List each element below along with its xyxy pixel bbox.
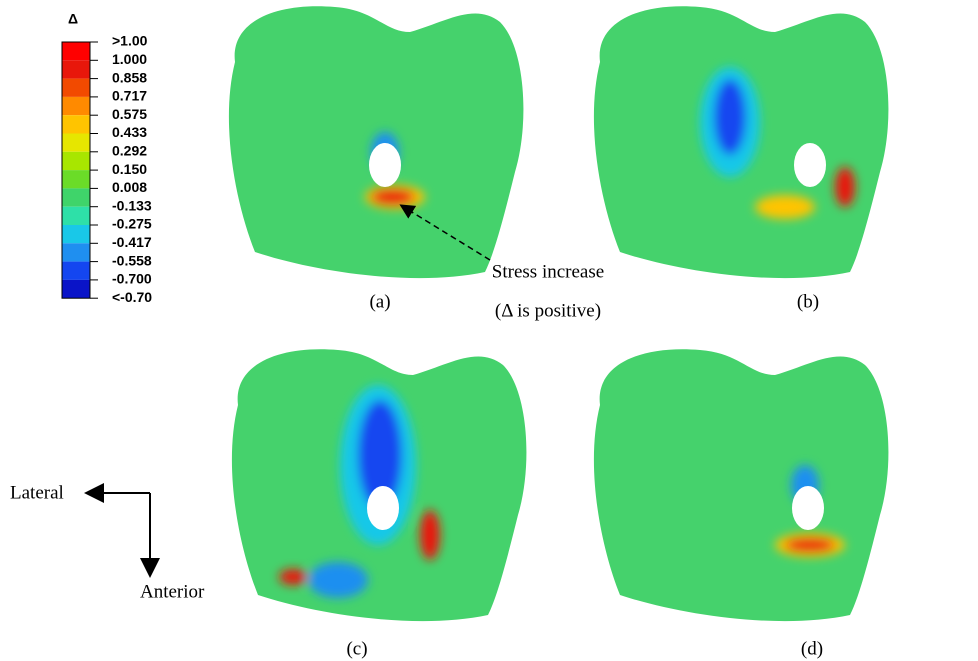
colorbar-segment (62, 60, 90, 78)
colorbar-label: >1.00 (112, 33, 148, 49)
colorbar-label: -0.133 (112, 197, 152, 213)
colorbar-segment (62, 134, 90, 152)
panel-b (594, 6, 889, 278)
colorbar-label: 0.858 (112, 69, 147, 85)
colorbar-segment (62, 115, 90, 133)
colorbar-label: 0.008 (112, 179, 147, 195)
panel-label: (c) (346, 638, 367, 659)
colorbar-segment (62, 42, 90, 60)
legend-title: Δ (68, 11, 78, 27)
colorbar-label: 0.292 (112, 143, 147, 159)
colorbar-label: -0.417 (112, 234, 152, 250)
colorbar-segment (62, 243, 90, 261)
annotation: (Δ is positive) (495, 300, 601, 321)
colorbar-label: 0.717 (112, 88, 147, 104)
colorbar-label: <-0.70 (112, 289, 152, 305)
colorbar-label: 0.575 (112, 106, 147, 122)
panel-c (232, 349, 527, 621)
panel-label: (a) (369, 291, 390, 312)
colorbar-segment (62, 225, 90, 243)
colorbar-segment (62, 97, 90, 115)
annotation: Stress increase (492, 261, 604, 282)
panel-a (229, 6, 524, 278)
colorbar-segment (62, 280, 90, 298)
colorbar-segment (62, 188, 90, 206)
colorbar-label: 0.433 (112, 124, 147, 140)
direction-label: Anterior (140, 581, 205, 602)
colorbar-segment (62, 170, 90, 188)
figure: Δ >1.00 1.000 0.858 0.717 0.575 0.433 0.292 0.1… (0, 0, 978, 661)
colorbar-label: 1.000 (112, 51, 147, 67)
colorbar-segment (62, 152, 90, 170)
panel-label: (d) (801, 638, 823, 659)
panel-label: (b) (797, 291, 819, 312)
panel-d (594, 349, 889, 621)
direction-label: Lateral (10, 482, 64, 503)
colorbar-segment (62, 79, 90, 97)
colorbar-label: 0.150 (112, 161, 147, 177)
colorbar-segment (62, 262, 90, 280)
colorbar-label: -0.275 (112, 216, 152, 232)
colorbar-segment (62, 207, 90, 225)
colorbar-label: -0.558 (112, 252, 152, 268)
colorbar: >1.00 1.000 0.858 0.717 0.575 0.433 0.292 0.150… (62, 33, 152, 305)
colorbar-label: -0.700 (112, 271, 152, 287)
